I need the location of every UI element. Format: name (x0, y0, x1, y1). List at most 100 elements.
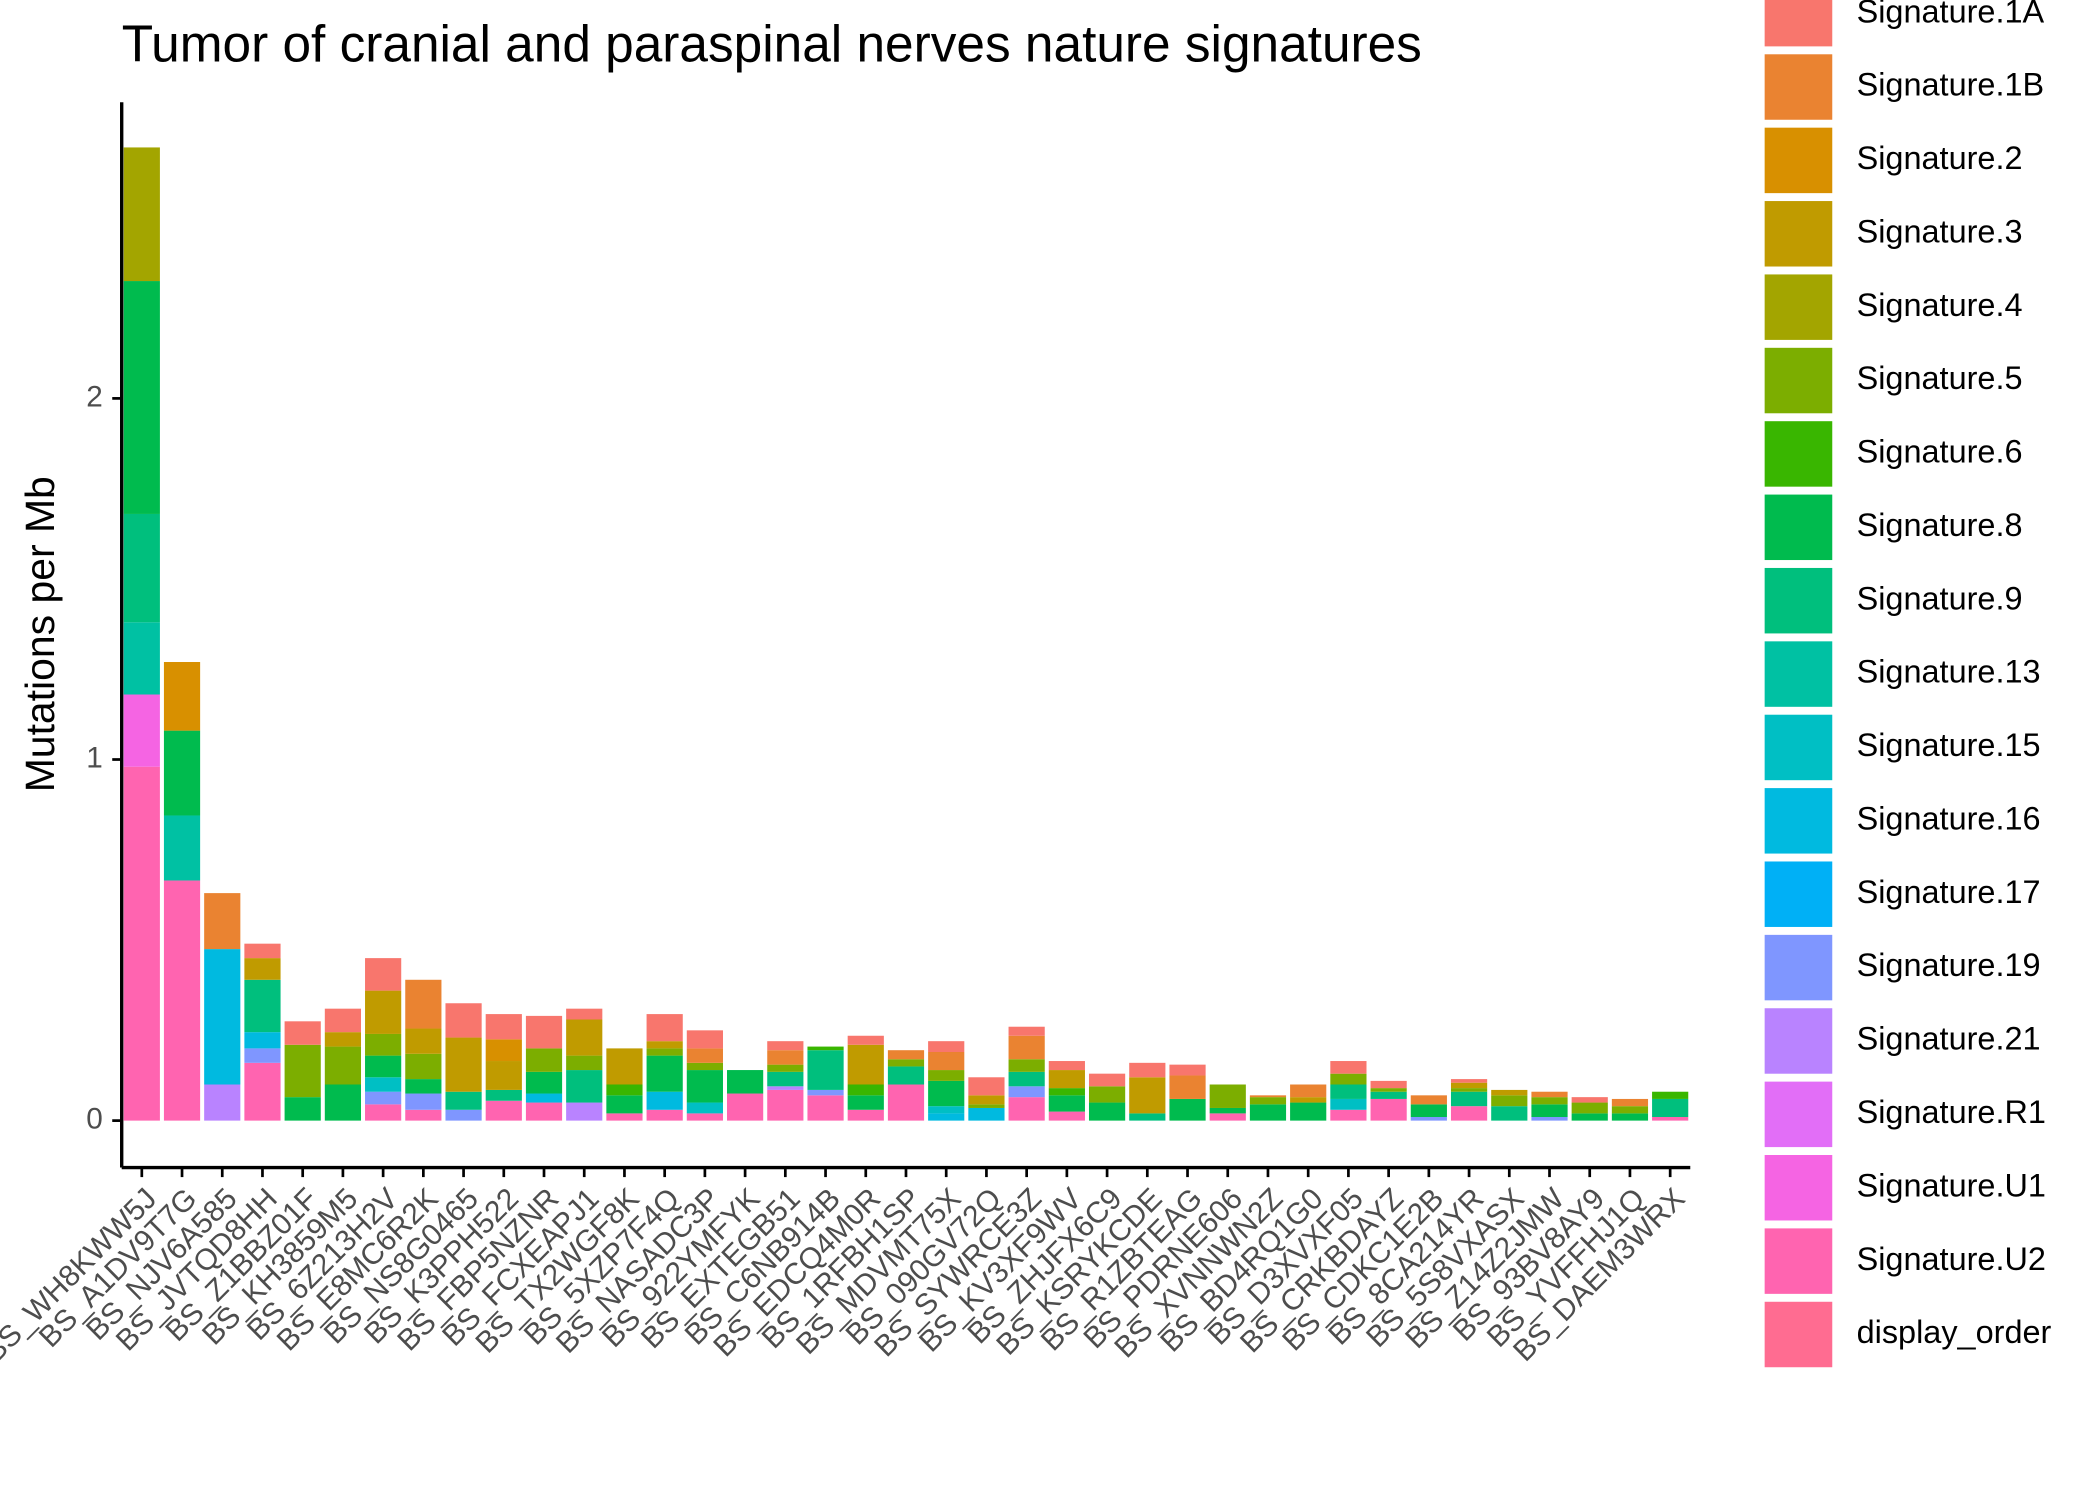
bar-segment (1169, 1075, 1206, 1099)
bar-segment (646, 1014, 683, 1042)
bar-segment (365, 1091, 402, 1105)
bar-segment (807, 1089, 844, 1096)
legend-key (1764, 861, 1833, 927)
y-tick-label: 0 (86, 1102, 103, 1135)
bar-segment (1450, 1082, 1488, 1089)
legend-label: Signature.U2 (1857, 1240, 2046, 1277)
y-axis-label: Mutations per Mb (17, 476, 63, 792)
bar-segment (123, 513, 160, 623)
bar-segment (887, 1059, 925, 1067)
bar-segment (163, 815, 201, 881)
y-tick-label: 2 (86, 380, 103, 413)
bar-segment (646, 1109, 683, 1121)
bar-segment (1249, 1095, 1287, 1098)
bar-segment (767, 1086, 804, 1090)
bar-segment (244, 1048, 281, 1063)
legend-key (1764, 127, 1833, 194)
bar-segment (686, 1070, 723, 1103)
bar-segment (1491, 1089, 1528, 1096)
legend-key (1764, 714, 1833, 781)
bar-segment (1410, 1104, 1447, 1118)
bar-segment (1008, 1097, 1045, 1121)
bar-segment (1048, 1111, 1085, 1121)
bar-segment (1008, 1026, 1045, 1036)
bar-segment (887, 1050, 925, 1060)
bar-segment (525, 1015, 563, 1049)
bar-segment (445, 1109, 482, 1121)
bar-segment (847, 1044, 884, 1085)
bar-segment (1370, 1088, 1407, 1092)
bar-segment (405, 1093, 442, 1110)
chart-title: Tumor of cranial and paraspinal nerves n… (122, 14, 1422, 72)
bar-segment (123, 622, 160, 695)
bar-segment (646, 1041, 683, 1049)
bar-segment (525, 1048, 563, 1072)
bar-segment (1088, 1073, 1126, 1087)
bar-segment (123, 281, 160, 514)
bar-segment (1652, 1098, 1689, 1118)
bar-segment (807, 1050, 844, 1090)
bar-segment (686, 1113, 723, 1121)
legend-key (1764, 54, 1833, 120)
bar-segment (928, 1070, 965, 1081)
bar-segment (887, 1084, 925, 1121)
bar-segment (1571, 1102, 1608, 1114)
bar-segment (1048, 1070, 1085, 1089)
bar-segment (445, 1091, 482, 1110)
bar-segment (807, 1046, 844, 1051)
bar-segment (365, 1055, 402, 1078)
bar-segment (365, 958, 402, 991)
bar-segment (1531, 1097, 1568, 1105)
bar-segment (244, 1032, 281, 1049)
bar-segment (525, 1102, 563, 1121)
legend-key (1764, 421, 1833, 487)
bar-segment (163, 880, 201, 1121)
bar-segment (1129, 1113, 1166, 1121)
bar-segment (1652, 1117, 1689, 1121)
bar-segment (204, 1084, 241, 1121)
bar-segment (485, 1061, 522, 1090)
legend-label: Signature.6 (1857, 432, 2023, 469)
bar-segment (485, 1039, 522, 1062)
legend-key (1764, 934, 1833, 1001)
legend-label: Signature.R1 (1857, 1093, 2046, 1130)
bar-segment (365, 1077, 402, 1092)
legend-key (1764, 201, 1833, 267)
bar-segment (1611, 1113, 1649, 1121)
bar-segment (767, 1064, 804, 1072)
bar-segment (1330, 1098, 1367, 1110)
legend: Signature.1A Signature.1B Signature.2 Signa… (1764, 0, 2051, 1368)
bar-segment (123, 766, 160, 1121)
bar-segment (1048, 1061, 1085, 1071)
bar-segment (1008, 1071, 1045, 1087)
bar-segment (646, 1091, 683, 1110)
bar-segment (1129, 1062, 1166, 1078)
legend-key (1764, 494, 1833, 561)
bar-segment (1048, 1095, 1085, 1112)
bar-segment (485, 1089, 522, 1101)
bar-segment (1290, 1084, 1327, 1098)
legend-label: Signature.U1 (1857, 1166, 2046, 1203)
bar-segment (686, 1048, 723, 1063)
bar-segment (1008, 1059, 1045, 1072)
bar-segment (1491, 1095, 1528, 1107)
legend-key (1764, 1155, 1833, 1221)
bar-segment (365, 1033, 402, 1056)
bar-segment (244, 979, 281, 1033)
bar-segment (1370, 1098, 1407, 1121)
bar-segment (204, 949, 241, 1085)
bar-segment (1330, 1109, 1367, 1121)
legend-label: Signature.1A (1857, 0, 2045, 29)
bar-segment (887, 1066, 925, 1085)
bar-segment (767, 1041, 804, 1051)
legend-label: Signature.2 (1857, 139, 2023, 176)
legend-label: Signature.9 (1857, 579, 2023, 616)
bar-segment (847, 1095, 884, 1110)
bar-segment (646, 1048, 683, 1056)
bar-segment (324, 1008, 362, 1033)
bar-segment (1008, 1086, 1045, 1098)
bar-segment (968, 1095, 1005, 1105)
legend-key (1764, 347, 1833, 414)
bar-segment (646, 1055, 683, 1092)
bar-segment (324, 1032, 362, 1047)
